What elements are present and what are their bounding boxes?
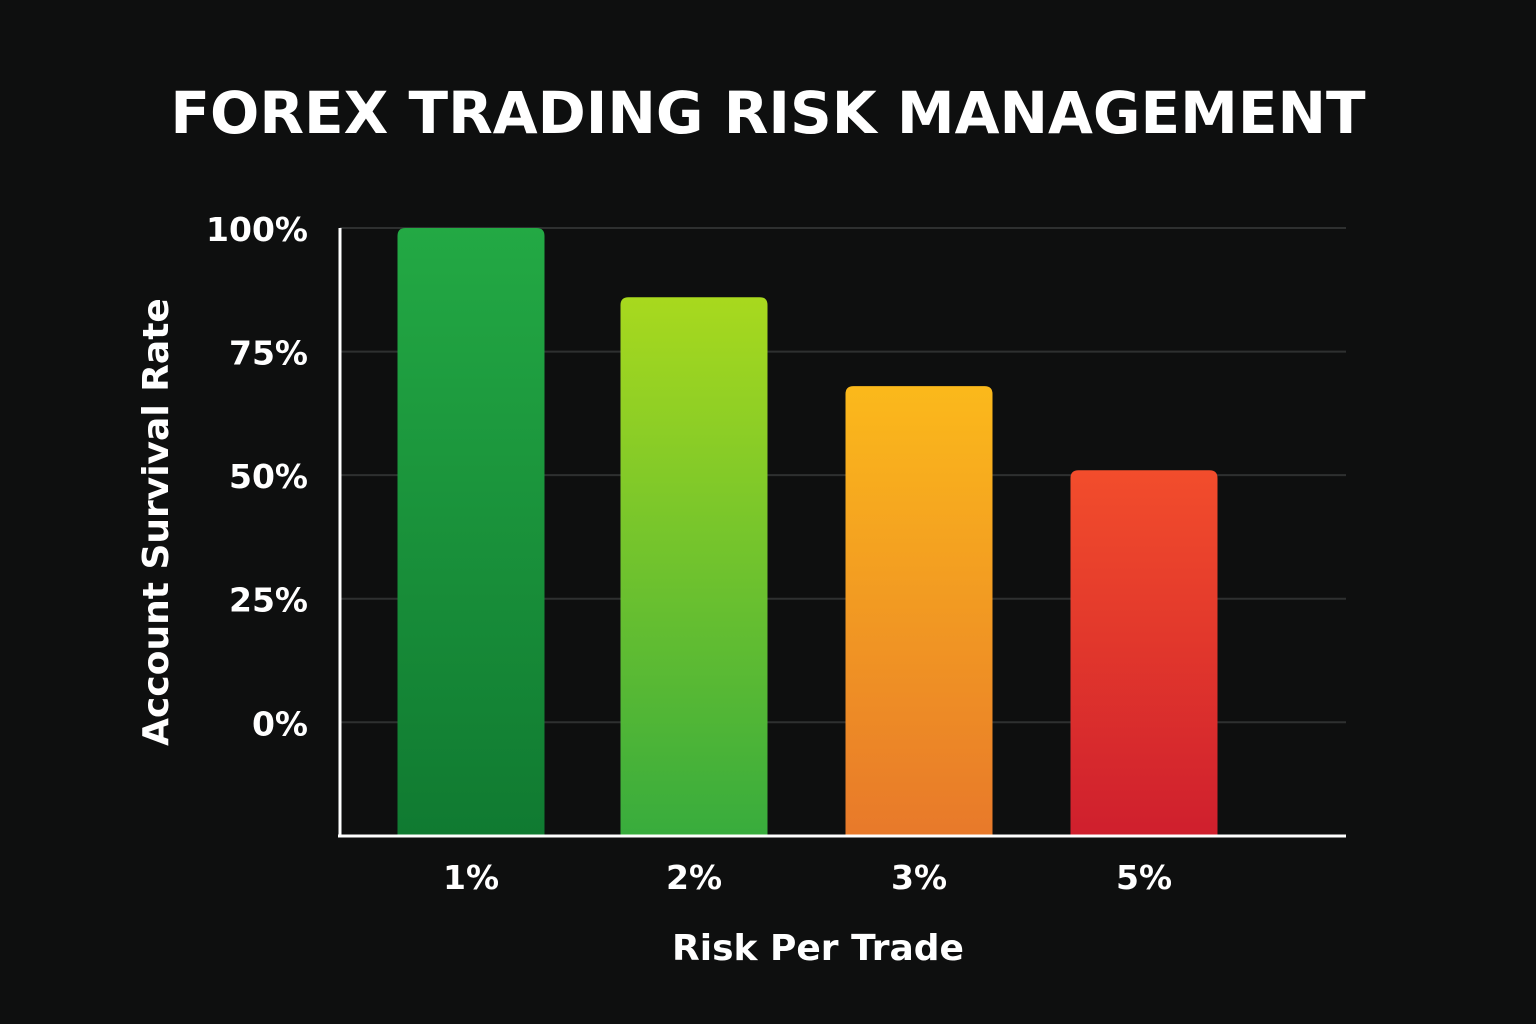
x-tick-label: 2% [666,858,722,897]
x-axis-label: Risk Per Trade [672,928,964,969]
y-tick-label: 50% [229,457,308,496]
x-tick-label: 3% [891,858,947,897]
y-tick-label: 75% [229,334,308,373]
y-axis-label: Account Survival Rate [136,298,177,746]
y-tick-label: 100% [206,210,308,249]
x-tick-label: 5% [1116,858,1172,897]
y-tick-labels: 0% 25% 50% 75% 100% [206,210,308,743]
bar-2pct [620,297,768,836]
bars [397,228,1218,836]
chart-title: FOREX TRADING RISK MANAGEMENT [170,79,1366,147]
bar-3pct [845,386,993,836]
x-tick-labels: 1% 2% 3% 5% [443,858,1172,897]
y-tick-label: 25% [229,581,308,620]
y-tick-label: 0% [252,704,308,743]
bar-5pct [1070,470,1218,836]
x-tick-label: 1% [443,858,499,897]
bar-1pct [397,228,545,836]
